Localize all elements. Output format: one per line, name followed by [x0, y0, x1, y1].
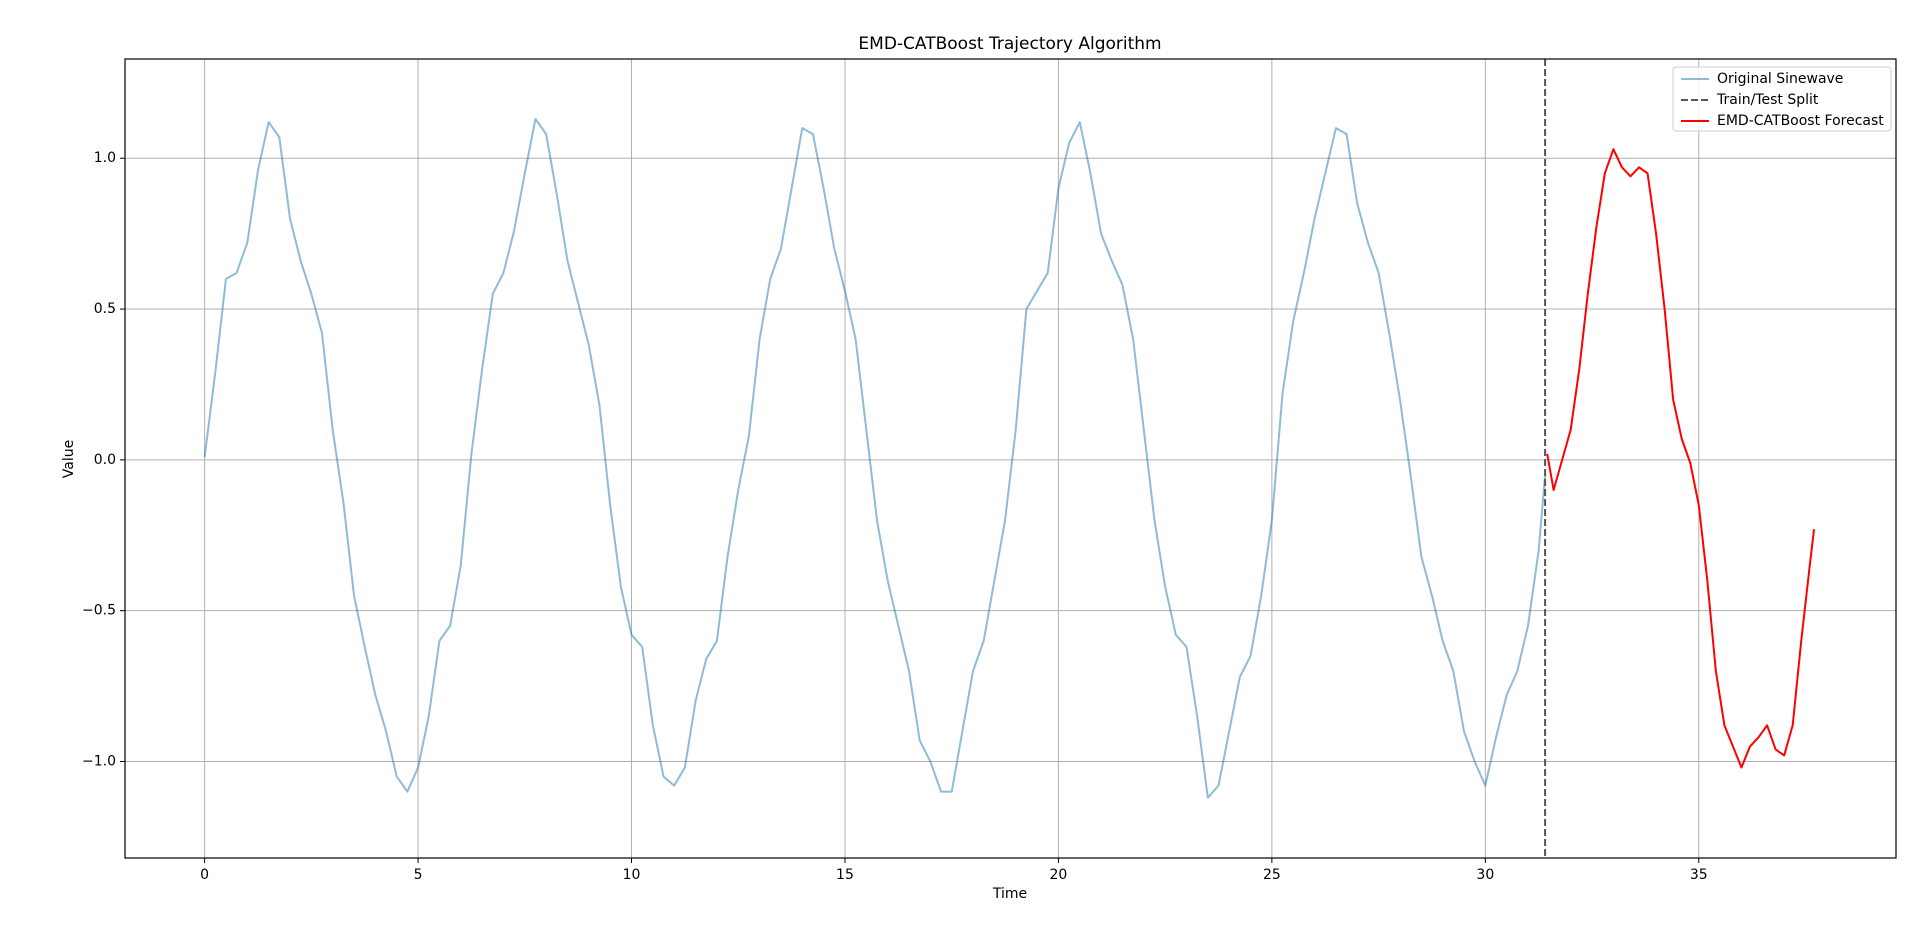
y-axis-label: Value: [61, 440, 77, 478]
x-tick-label: 25: [1263, 867, 1281, 883]
legend-label: EMD-CATBoost Forecast: [1717, 113, 1884, 129]
plot-frame: [124, 58, 1897, 859]
series-line: [203, 118, 1547, 799]
y-tick-label: −1.0: [82, 753, 116, 769]
legend-box: [1672, 66, 1892, 132]
y-tick-label: −0.5: [82, 603, 116, 619]
x-tick-label: 20: [1050, 867, 1068, 883]
y-tick-label: 0.0: [94, 452, 116, 468]
y-tick-label: 1.0: [94, 150, 116, 166]
legend-label: Original Sinewave: [1717, 71, 1843, 87]
x-tick-label: 0: [200, 867, 209, 883]
x-tick-label: 10: [623, 867, 641, 883]
x-axis-label: Time: [992, 886, 1027, 902]
chart-title: EMD-CATBoost Trajectory Algorithm: [858, 34, 1161, 54]
x-tick-label: 30: [1476, 867, 1494, 883]
y-tick-label: 0.5: [94, 301, 116, 317]
x-tick-label: 5: [414, 867, 423, 883]
x-tick-label: 15: [836, 867, 854, 883]
series-line: [1546, 148, 1816, 769]
x-tick-label: 35: [1690, 867, 1708, 883]
legend-label: Train/Test Split: [1716, 92, 1819, 108]
